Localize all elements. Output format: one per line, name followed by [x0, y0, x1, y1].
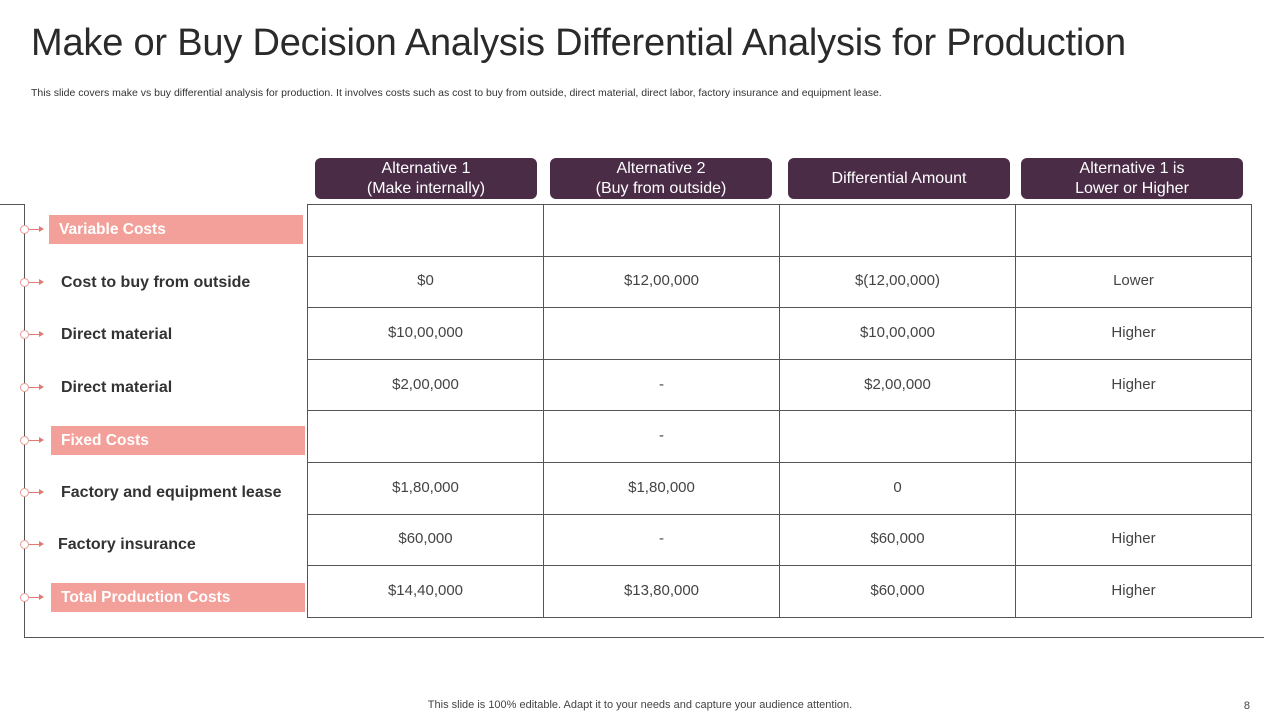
bracket-top-line	[0, 204, 25, 205]
arrow-right-icon	[29, 437, 44, 443]
circle-marker-icon	[20, 330, 29, 339]
differential-analysis-table: $0 $12,00,000 $(12,00,000) Lower $10,00,…	[307, 204, 1252, 618]
circle-marker-icon	[20, 383, 29, 392]
table-cell: $1,80,000	[543, 461, 780, 515]
slide-title: Make or Buy Decision Analysis Differenti…	[31, 22, 1126, 64]
section-pill: Variable Costs	[49, 215, 303, 244]
table-cell: $2,00,000	[779, 358, 1016, 412]
table-cell: $12,00,000	[543, 255, 780, 309]
table-cell: $60,000	[779, 565, 1016, 618]
table-cell: -	[543, 410, 780, 463]
table-cell: $10,00,000	[779, 307, 1016, 360]
header-line-1: Alternative 1	[381, 159, 471, 177]
row-label-variable-costs: Variable Costs	[0, 215, 307, 245]
row-label-direct-material-2: Direct material	[0, 373, 307, 403]
circle-marker-icon	[20, 278, 29, 287]
table-row: $10,00,000 $10,00,000 Higher	[307, 307, 1252, 360]
table-cell: Higher	[1015, 358, 1252, 412]
table-cell	[543, 307, 780, 360]
table-cell: $14,40,000	[307, 565, 544, 618]
header-line-2: (Buy from outside)	[595, 179, 727, 197]
arrow-right-icon	[29, 331, 44, 337]
table-cell: $2,00,000	[307, 358, 544, 412]
row-label-factory-lease: Factory and equipment lease	[0, 478, 307, 508]
circle-marker-icon	[20, 436, 29, 445]
table-cell	[1015, 461, 1252, 515]
row-label-factory-insurance: Factory insurance	[0, 530, 307, 560]
row-bracket	[24, 204, 1264, 638]
header-line-2: (Make internally)	[366, 179, 486, 197]
table-cell: Higher	[1015, 565, 1252, 618]
row-label-text: Cost to buy from outside	[61, 274, 251, 291]
arrow-right-icon	[29, 541, 44, 547]
table-cell: $(12,00,000)	[779, 255, 1016, 309]
header-line-1: Differential Amount	[831, 169, 967, 187]
table-cell: $0	[307, 255, 544, 309]
header-line-2: Lower or Higher	[1075, 179, 1189, 197]
arrow-right-icon	[29, 594, 44, 600]
circle-marker-icon	[20, 488, 29, 497]
header-differential-amount: Differential Amount	[788, 158, 1010, 199]
table-row: $14,40,000 $13,80,000 $60,000 Higher	[307, 565, 1252, 618]
table-row: $1,80,000 $1,80,000 0	[307, 461, 1252, 515]
slide-footer: This slide is 100% editable. Adapt it to…	[427, 699, 853, 711]
circle-marker-icon	[20, 593, 29, 602]
table-row: $0 $12,00,000 $(12,00,000) Lower	[307, 255, 1252, 309]
page-number: 8	[1243, 700, 1250, 712]
header-alternative-1: Alternative 1 (Make internally)	[315, 158, 537, 199]
section-pill: Total Production Costs	[51, 583, 305, 612]
table-row: $2,00,000 - $2,00,000 Higher	[307, 358, 1252, 412]
row-label-text: Factory insurance	[58, 536, 196, 553]
table-cell	[779, 204, 1016, 257]
section-pill: Fixed Costs	[51, 426, 305, 455]
table-cell: -	[543, 358, 780, 412]
table-cell: $13,80,000	[543, 565, 780, 618]
row-label-text: Direct material	[61, 379, 173, 396]
table-row: $60,000 - $60,000 Higher	[307, 513, 1252, 567]
arrow-right-icon	[29, 279, 44, 285]
table-cell	[1015, 410, 1252, 463]
arrow-right-icon	[29, 384, 44, 390]
row-label-total-production-costs: Total Production Costs	[0, 583, 307, 613]
row-label-direct-material: Direct material	[0, 320, 307, 350]
table-cell: $60,000	[779, 513, 1016, 567]
slide-subtitle: This slide covers make vs buy differenti…	[31, 87, 882, 99]
row-label-fixed-costs: Fixed Costs	[0, 426, 307, 456]
header-alternative-2: Alternative 2 (Buy from outside)	[550, 158, 772, 199]
row-label-cost-to-buy: Cost to buy from outside	[0, 268, 307, 298]
row-label-text: Direct material	[61, 326, 173, 343]
table-cell: $1,80,000	[307, 461, 544, 515]
table-cell: 0	[779, 461, 1016, 515]
header-line-1: Alternative 1 is	[1079, 159, 1185, 177]
table-cell	[307, 410, 544, 463]
table-cell	[779, 410, 1016, 463]
table-cell: -	[543, 513, 780, 567]
table-cell: Lower	[1015, 255, 1252, 309]
header-line-1: Alternative 2	[616, 159, 706, 177]
table-cell	[1015, 204, 1252, 257]
circle-marker-icon	[20, 540, 29, 549]
row-label-text: Factory and equipment lease	[61, 484, 282, 501]
table-cell	[307, 204, 544, 257]
circle-marker-icon	[20, 225, 29, 234]
table-cell: Higher	[1015, 307, 1252, 360]
arrow-right-icon	[29, 226, 44, 232]
column-headers: Alternative 1 (Make internally) Alternat…	[315, 158, 1245, 199]
table-cell: $60,000	[307, 513, 544, 567]
table-row: -	[307, 410, 1252, 463]
arrow-right-icon	[29, 489, 44, 495]
table-cell	[543, 204, 780, 257]
table-row	[307, 204, 1252, 257]
header-lower-or-higher: Alternative 1 is Lower or Higher	[1021, 158, 1243, 199]
table-cell: $10,00,000	[307, 307, 544, 360]
table-cell: Higher	[1015, 513, 1252, 567]
